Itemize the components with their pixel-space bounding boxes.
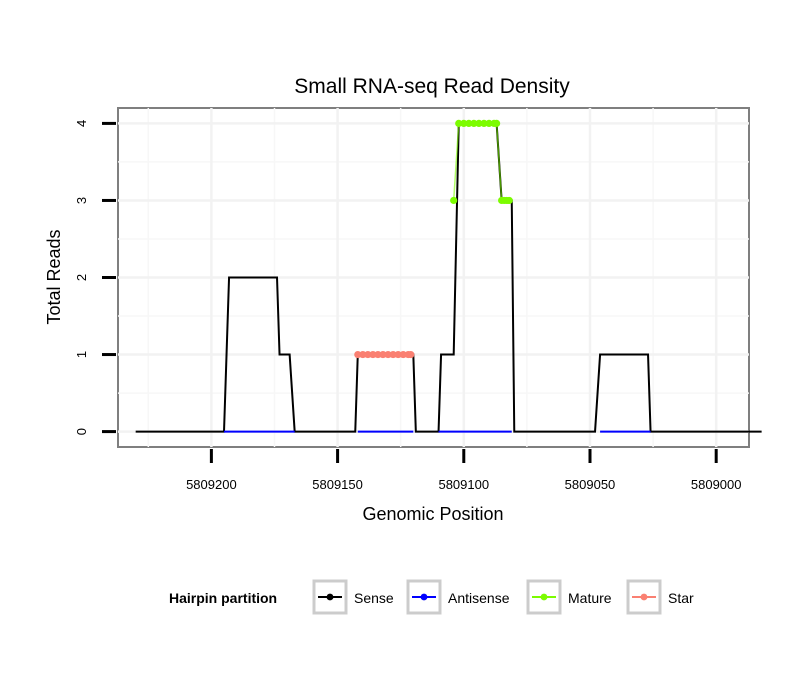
chart-title: Small RNA-seq Read Density [294, 75, 570, 98]
star-point [379, 350, 387, 359]
series-layer [135, 119, 762, 433]
x-tick-label: 5809000 [691, 477, 742, 492]
mature-point [465, 119, 473, 128]
star-point [374, 350, 382, 359]
y-axis: 0 1 2 3 4 [74, 120, 116, 435]
legend-label-sense: Sense [354, 590, 394, 606]
y-axis-title: Total Reads [44, 229, 64, 324]
y-tick-label: 3 [74, 197, 89, 204]
y-tick-label: 2 [74, 274, 89, 281]
legend-key-point [640, 593, 648, 601]
star-point [369, 350, 377, 359]
mature-point [493, 119, 501, 128]
y-tick-label: 4 [74, 120, 89, 127]
x-tick-label: 5809200 [186, 477, 237, 492]
star-point [394, 350, 402, 359]
y-tick-label: 1 [74, 351, 89, 358]
mature-point [460, 119, 468, 128]
star-point [389, 350, 397, 359]
legend-key-point [540, 593, 548, 601]
star-point [354, 350, 362, 359]
x-tick-label: 5809100 [438, 477, 489, 492]
legend-label-star: Star [668, 590, 694, 606]
star-point [407, 350, 415, 359]
y-tick-label: 0 [74, 428, 89, 435]
legend: Hairpin partition Sense Antisense Mature St… [169, 579, 694, 615]
star-point [364, 350, 372, 359]
star-point [399, 350, 407, 359]
mature-point [450, 196, 458, 205]
legend-key-point [420, 593, 428, 601]
mature-point [505, 196, 513, 205]
mature-point [455, 119, 463, 128]
legend-label-antisense: Antisense [448, 590, 510, 606]
legend-key-point [326, 593, 334, 601]
mature-point [470, 119, 478, 128]
mature-point [485, 119, 493, 128]
mature-point [475, 119, 483, 128]
x-axis-title: Genomic Position [362, 504, 503, 524]
x-axis: 5809200 5809150 5809100 5809050 5809000 [186, 449, 742, 492]
star-point [384, 350, 392, 359]
x-tick-label: 5809150 [312, 477, 363, 492]
legend-label-mature: Mature [568, 590, 612, 606]
legend-title: Hairpin partition [169, 590, 277, 606]
x-tick-label: 5809050 [565, 477, 616, 492]
star-point [359, 350, 367, 359]
sense-series-line [135, 122, 762, 433]
mature-point [480, 119, 488, 128]
